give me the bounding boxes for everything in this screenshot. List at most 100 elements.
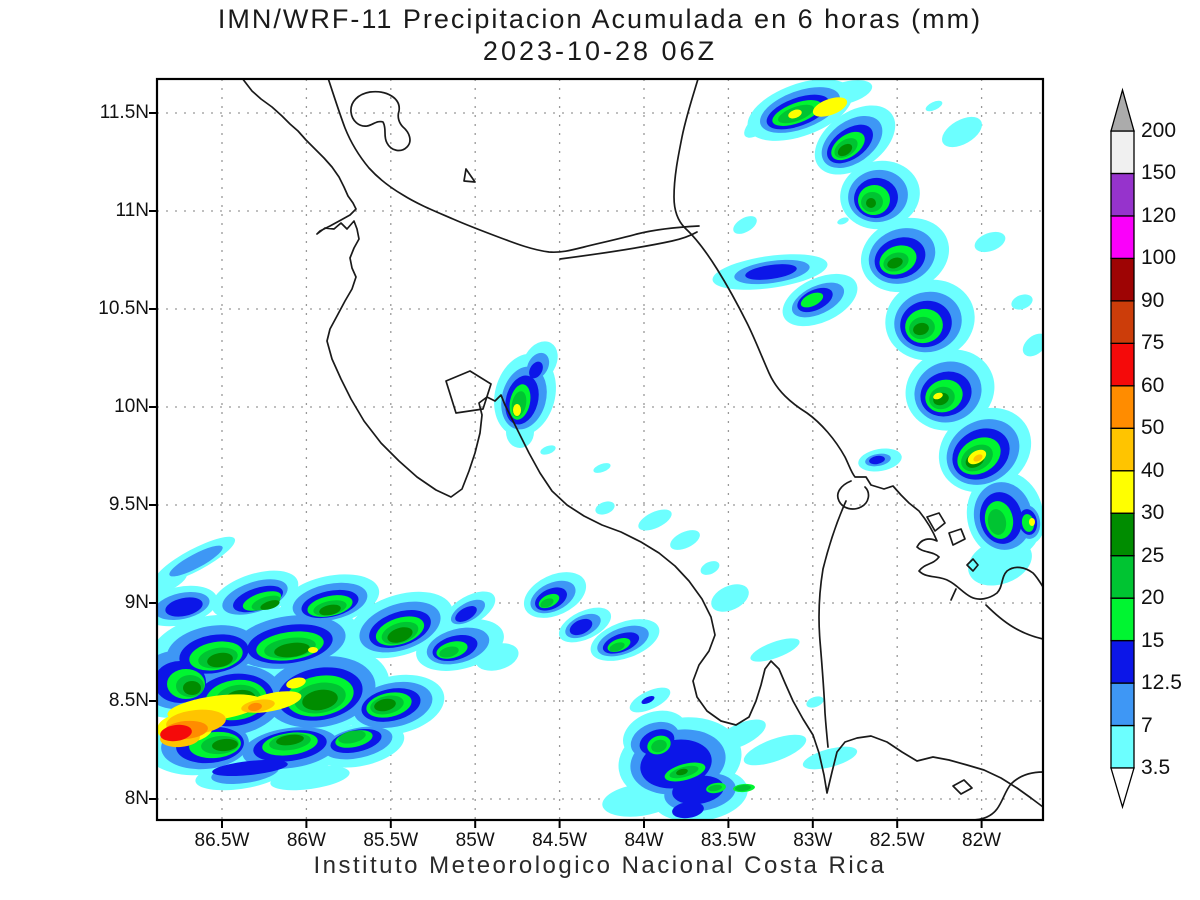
coastline-path <box>463 168 476 183</box>
lat-tick-label: 8.5N <box>108 690 149 711</box>
precip-blob <box>743 734 807 766</box>
colorbar-label: 7 <box>1141 713 1153 737</box>
colorbar-label: 40 <box>1141 458 1165 482</box>
map-title: IMN/WRF-11 Precipitacion Acumulada en 6 … <box>217 4 983 34</box>
colorbar-label: 20 <box>1141 586 1165 610</box>
colorbar-label: 200 <box>1141 119 1177 142</box>
coastline-path <box>818 500 847 748</box>
caption: Instituto Meteorologico Nacional Costa R… <box>313 852 887 879</box>
coastline-path <box>673 79 1043 600</box>
colorbar-segment <box>1110 215 1135 260</box>
lon-tick-label: 85W <box>455 830 495 851</box>
colorbar-label: 90 <box>1141 288 1165 312</box>
colorbar-segment <box>1110 172 1135 217</box>
precip-blob <box>276 734 304 746</box>
lon-tick-label: 86W <box>286 830 326 851</box>
coastline-path <box>926 512 946 532</box>
lon-tick-label: 85.5W <box>363 830 419 851</box>
precip-blob <box>869 455 885 465</box>
colorbar-label: 50 <box>1141 416 1165 440</box>
precip-blob <box>540 598 554 608</box>
lon-tick-label: 83.5W <box>700 830 756 851</box>
colorbar-segment <box>1110 427 1135 472</box>
precip-blob <box>638 509 672 531</box>
lon-tick-label: 83W <box>793 830 833 851</box>
precip-blob <box>1011 294 1033 310</box>
precip-blob <box>169 545 223 577</box>
precip-blob <box>676 768 688 776</box>
precip-blob <box>735 784 751 792</box>
precip-blob <box>750 638 800 662</box>
precip-blob <box>672 775 724 805</box>
precip-blob <box>286 677 306 689</box>
colorbar-label: 25 <box>1141 543 1165 567</box>
precip-blob <box>569 618 593 636</box>
precip-blob <box>913 322 929 336</box>
precip-blob <box>595 501 615 515</box>
precip-blob <box>593 463 611 473</box>
colorbar-segment <box>1110 682 1135 727</box>
map-frame <box>155 77 1045 822</box>
coastline-path <box>350 90 411 152</box>
precip-blob <box>641 695 655 705</box>
precip-blob <box>338 730 366 744</box>
precip-blob <box>672 801 704 819</box>
colorbar-label: 100 <box>1141 246 1177 270</box>
precip-blob <box>455 606 477 622</box>
coastline-path <box>559 231 698 260</box>
colorbar-segment <box>1110 470 1135 514</box>
precip-blob <box>387 627 413 643</box>
precip-blob <box>700 561 720 575</box>
colorbar <box>1110 87 1135 810</box>
coastline-path <box>327 79 700 254</box>
precip-blob <box>212 738 238 752</box>
colorbar-label: 15 <box>1141 628 1165 652</box>
precip-layer <box>160 724 192 742</box>
colorbar-segment <box>1110 385 1135 429</box>
precip-blob <box>987 509 1007 535</box>
lat-tick-label: 11.5N <box>99 102 149 123</box>
precip-blob <box>812 97 848 117</box>
precip-blob <box>183 681 201 695</box>
lat-tick-label: 10N <box>114 396 149 417</box>
coastline-path <box>836 480 870 510</box>
precip-blob <box>708 784 722 792</box>
precip-blob <box>837 143 853 157</box>
precip-blob <box>207 652 233 668</box>
precip-blob <box>651 739 667 753</box>
precip-blob <box>711 584 749 612</box>
colorbar-label: 75 <box>1141 331 1165 355</box>
map-valid-time: 2023-10-28 06Z <box>482 36 718 66</box>
precip-blob <box>745 264 797 280</box>
precip-blob <box>925 100 943 112</box>
coastline-path <box>952 779 973 795</box>
colorbar-upper-arrow <box>1110 87 1135 132</box>
precip-blob <box>319 604 341 616</box>
colorbar-segment <box>1110 342 1135 387</box>
colorbar-segment <box>1110 257 1135 302</box>
precip-blob <box>806 696 824 708</box>
precip-blob <box>302 689 338 711</box>
precip-blob <box>157 571 187 599</box>
precip-blob <box>212 759 288 777</box>
colorbar-segment <box>1110 597 1135 642</box>
colorbar-lower-arrow <box>1110 767 1135 810</box>
precip-blob <box>973 454 983 462</box>
precip-blob <box>513 404 521 416</box>
precip-blob <box>374 698 396 712</box>
precip-blob <box>529 361 543 379</box>
precip-blob <box>248 702 262 712</box>
lat-tick-label: 9N <box>124 592 149 613</box>
precip-blob <box>933 392 943 400</box>
lat-tick-label: 8N <box>124 788 149 809</box>
lat-tick-label: 9.5N <box>108 494 149 515</box>
colorbar-segment <box>1110 555 1135 599</box>
precip-blob <box>802 746 858 770</box>
colorbar-segment <box>1110 724 1135 769</box>
precip-blob <box>274 642 310 658</box>
precip-blob <box>165 597 203 617</box>
precip-blob <box>439 646 459 658</box>
precip-blob <box>1029 518 1035 526</box>
coastline-path <box>985 604 1043 640</box>
